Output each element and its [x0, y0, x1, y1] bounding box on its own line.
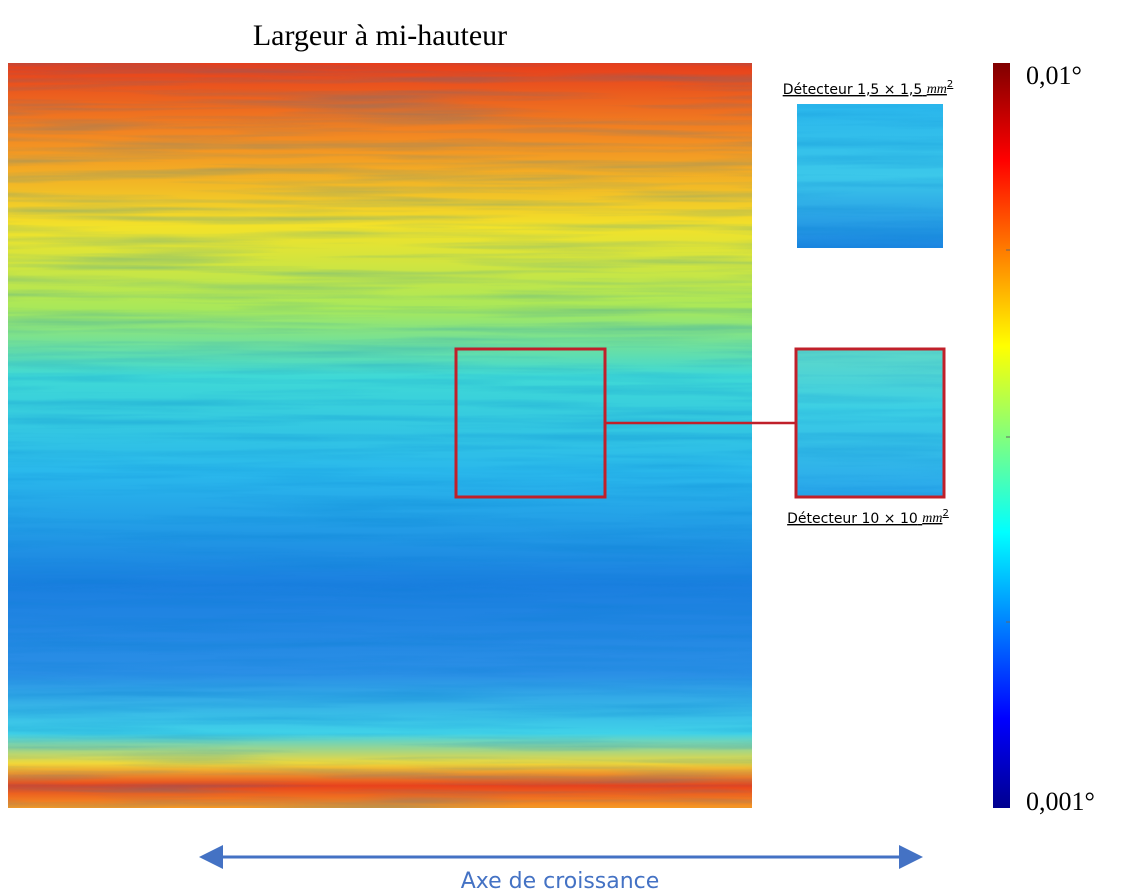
- colorbar-min: 0,001°: [1026, 787, 1095, 816]
- unit: mm: [927, 82, 947, 97]
- exponent: 2: [942, 508, 948, 519]
- axis-label: Axe de croissance: [461, 869, 660, 894]
- colorbar-ticks: [1006, 249, 1010, 623]
- title: Largeur à mi-hauteur: [253, 19, 507, 52]
- inset-label: Détecteur 10 × 10 mm2: [787, 508, 949, 527]
- colorbar: [993, 63, 1010, 808]
- inset-texture: [797, 104, 943, 248]
- inset-text: Détecteur 1,5 × 1,5: [783, 82, 923, 98]
- unit: mm: [922, 511, 942, 526]
- heatmap-texture: [8, 63, 752, 808]
- inset-text: Détecteur 10 × 10: [787, 511, 918, 527]
- exponent: 2: [947, 79, 953, 90]
- inset-texture: [798, 351, 942, 495]
- colorbar-max: 0,01°: [1026, 61, 1082, 90]
- inset-label: Détecteur 1,5 × 1,5 mm2: [783, 79, 954, 98]
